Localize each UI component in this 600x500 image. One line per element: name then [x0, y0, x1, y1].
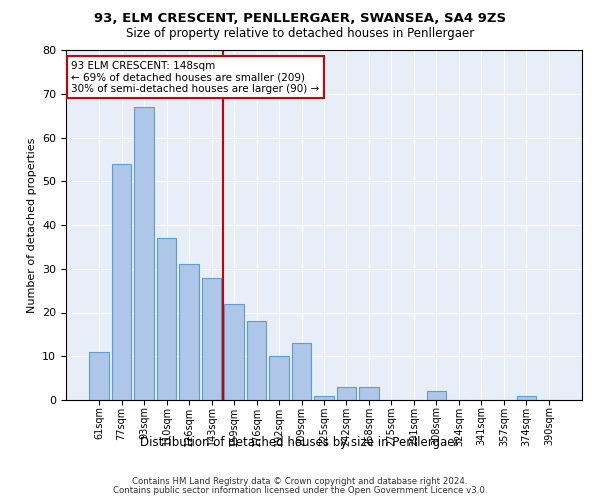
- Text: 93 ELM CRESCENT: 148sqm
← 69% of detached houses are smaller (209)
30% of semi-d: 93 ELM CRESCENT: 148sqm ← 69% of detache…: [71, 60, 319, 94]
- Y-axis label: Number of detached properties: Number of detached properties: [26, 138, 37, 312]
- Bar: [517, 396, 536, 400]
- Bar: [134, 107, 154, 400]
- Bar: [269, 356, 289, 400]
- Bar: [179, 264, 199, 400]
- Bar: [359, 387, 379, 400]
- Bar: [112, 164, 131, 400]
- Bar: [202, 278, 221, 400]
- Bar: [314, 396, 334, 400]
- Text: Contains public sector information licensed under the Open Government Licence v3: Contains public sector information licen…: [113, 486, 487, 495]
- Text: Contains HM Land Registry data © Crown copyright and database right 2024.: Contains HM Land Registry data © Crown c…: [132, 477, 468, 486]
- Bar: [427, 391, 446, 400]
- Bar: [337, 387, 356, 400]
- Bar: [292, 343, 311, 400]
- Bar: [157, 238, 176, 400]
- Text: 93, ELM CRESCENT, PENLLERGAER, SWANSEA, SA4 9ZS: 93, ELM CRESCENT, PENLLERGAER, SWANSEA, …: [94, 12, 506, 26]
- Bar: [247, 322, 266, 400]
- Text: Distribution of detached houses by size in Penllergaer: Distribution of detached houses by size …: [140, 436, 460, 449]
- Text: Size of property relative to detached houses in Penllergaer: Size of property relative to detached ho…: [126, 28, 474, 40]
- Bar: [89, 352, 109, 400]
- Bar: [224, 304, 244, 400]
